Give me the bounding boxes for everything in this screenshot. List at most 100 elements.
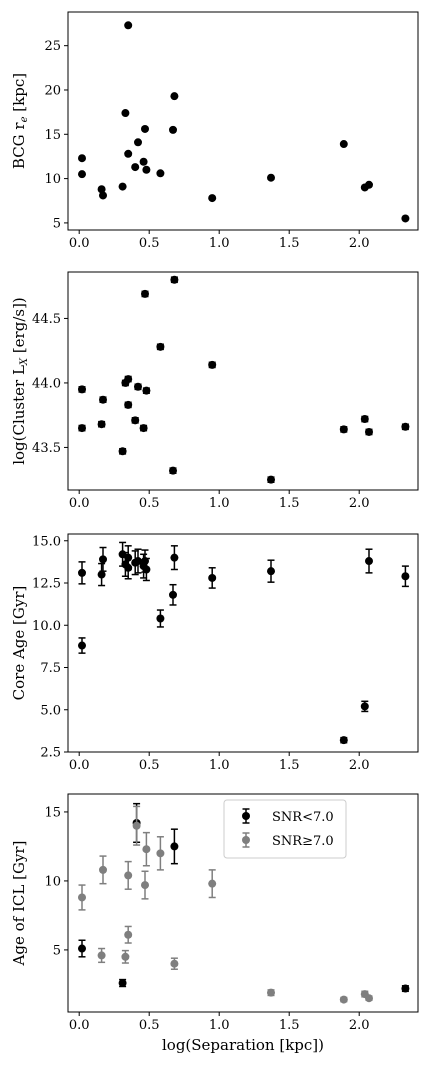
plot-frame <box>67 793 419 1013</box>
data-point <box>78 568 86 577</box>
data-point <box>267 173 275 182</box>
plot-frame <box>67 11 419 231</box>
data-point <box>170 959 179 968</box>
data-point <box>208 194 217 203</box>
data-point <box>365 427 373 436</box>
panel-1: 0.0 0.5 1.0 1.5 2.0 5 10 15 20 25 BCG re [kpc] <box>10 11 419 251</box>
y-tick-label: 12.5 <box>32 577 61 592</box>
x-tick-label: 1.0 <box>209 496 230 511</box>
data-point <box>267 567 275 576</box>
data-point <box>118 979 127 988</box>
data-point <box>134 557 142 566</box>
x-tick-label: 0.5 <box>139 758 160 773</box>
data-point <box>124 375 133 384</box>
data-point <box>208 573 217 582</box>
x-tick-label: 0.5 <box>139 236 160 251</box>
data-point <box>78 170 86 179</box>
y-tick-label: 7.5 <box>40 661 61 676</box>
x-tick-label: 0.0 <box>69 236 90 251</box>
legend-label: SNR<7.0 <box>272 810 334 825</box>
x-tick-label: 0.0 <box>69 496 90 511</box>
legend-marker <box>242 812 250 820</box>
data-point <box>208 879 217 888</box>
x-tick-label: 1.5 <box>279 1018 300 1033</box>
x-tick-label: 2.0 <box>349 236 370 251</box>
data-point <box>97 420 106 429</box>
data-point <box>169 125 177 134</box>
y-tick-label: 10 <box>44 172 61 187</box>
data-point <box>78 424 86 433</box>
data-point <box>124 871 133 880</box>
x-tick-label: 1.0 <box>209 758 230 773</box>
y-tick-label: 15.0 <box>32 534 61 549</box>
data-point <box>99 555 107 564</box>
data-point <box>141 289 149 298</box>
data-point <box>339 425 348 434</box>
data-point <box>169 590 177 599</box>
data-point <box>118 182 127 191</box>
y-axis-label: Core Age [Gyr] <box>10 586 28 701</box>
data-point <box>208 360 217 369</box>
data-point <box>124 21 133 30</box>
plot-frame <box>67 271 419 491</box>
data-point <box>339 736 348 745</box>
data-point <box>139 424 148 433</box>
x-tick-label: 1.5 <box>279 496 300 511</box>
data-point <box>124 149 133 158</box>
y-tick-label: 44.5 <box>32 312 61 327</box>
data-point <box>156 342 165 351</box>
data-point <box>97 185 106 194</box>
y-tick-label: 2.5 <box>40 746 61 761</box>
data-point <box>78 641 86 650</box>
x-tick-label: 0.0 <box>69 758 90 773</box>
x-tick-label: 1.5 <box>279 758 300 773</box>
data-point <box>170 553 179 562</box>
data-point <box>124 400 133 409</box>
x-tick-label: 0.5 <box>139 1018 160 1033</box>
data-point <box>131 163 140 172</box>
data-point <box>78 944 86 953</box>
data-point <box>170 275 179 284</box>
data-point <box>401 572 410 581</box>
y-tick-label: 10 <box>44 874 61 889</box>
data-point <box>142 845 151 854</box>
data-point <box>365 180 373 189</box>
data-point <box>365 557 373 566</box>
data-point <box>267 988 275 997</box>
data-point <box>142 565 151 574</box>
data-point <box>360 415 369 424</box>
y-axis-label: Age of ICL [Gyr] <box>10 841 28 967</box>
y-tick-label: 5 <box>53 216 61 231</box>
y-tick-label: 5.0 <box>40 703 61 718</box>
plot-frame <box>67 533 419 753</box>
data-point <box>401 984 410 993</box>
legend-box <box>223 799 347 859</box>
data-point <box>78 154 86 163</box>
data-point <box>97 570 106 579</box>
x-tick-label: 2.0 <box>349 1018 370 1033</box>
y-axis-label: log(Cluster LX [erg/s]) <box>10 297 30 465</box>
data-point <box>121 952 130 961</box>
y-tick-label: 25 <box>44 39 61 54</box>
data-point <box>156 849 165 858</box>
data-point <box>121 109 130 118</box>
data-point <box>365 994 373 1003</box>
data-point <box>169 466 177 475</box>
data-point <box>134 138 142 147</box>
x-tick-label: 1.0 <box>209 236 230 251</box>
data-point <box>118 447 127 456</box>
panel-3: 0.0 0.5 1.0 1.5 2.0 2.5 5.0 7.5 10.0 12.5 15.0 Core… <box>10 533 419 773</box>
data-point <box>401 214 410 223</box>
y-tick-label: 43.5 <box>32 441 61 456</box>
data-point <box>124 563 133 572</box>
data-point <box>142 386 151 395</box>
data-point <box>97 951 106 960</box>
y-axis-label: BCG re [kpc] <box>10 73 30 169</box>
x-tick-label: 0.5 <box>139 496 160 511</box>
data-point <box>142 165 151 174</box>
data-point <box>339 140 348 149</box>
data-point <box>139 157 148 166</box>
x-tick-label: 2.0 <box>349 496 370 511</box>
